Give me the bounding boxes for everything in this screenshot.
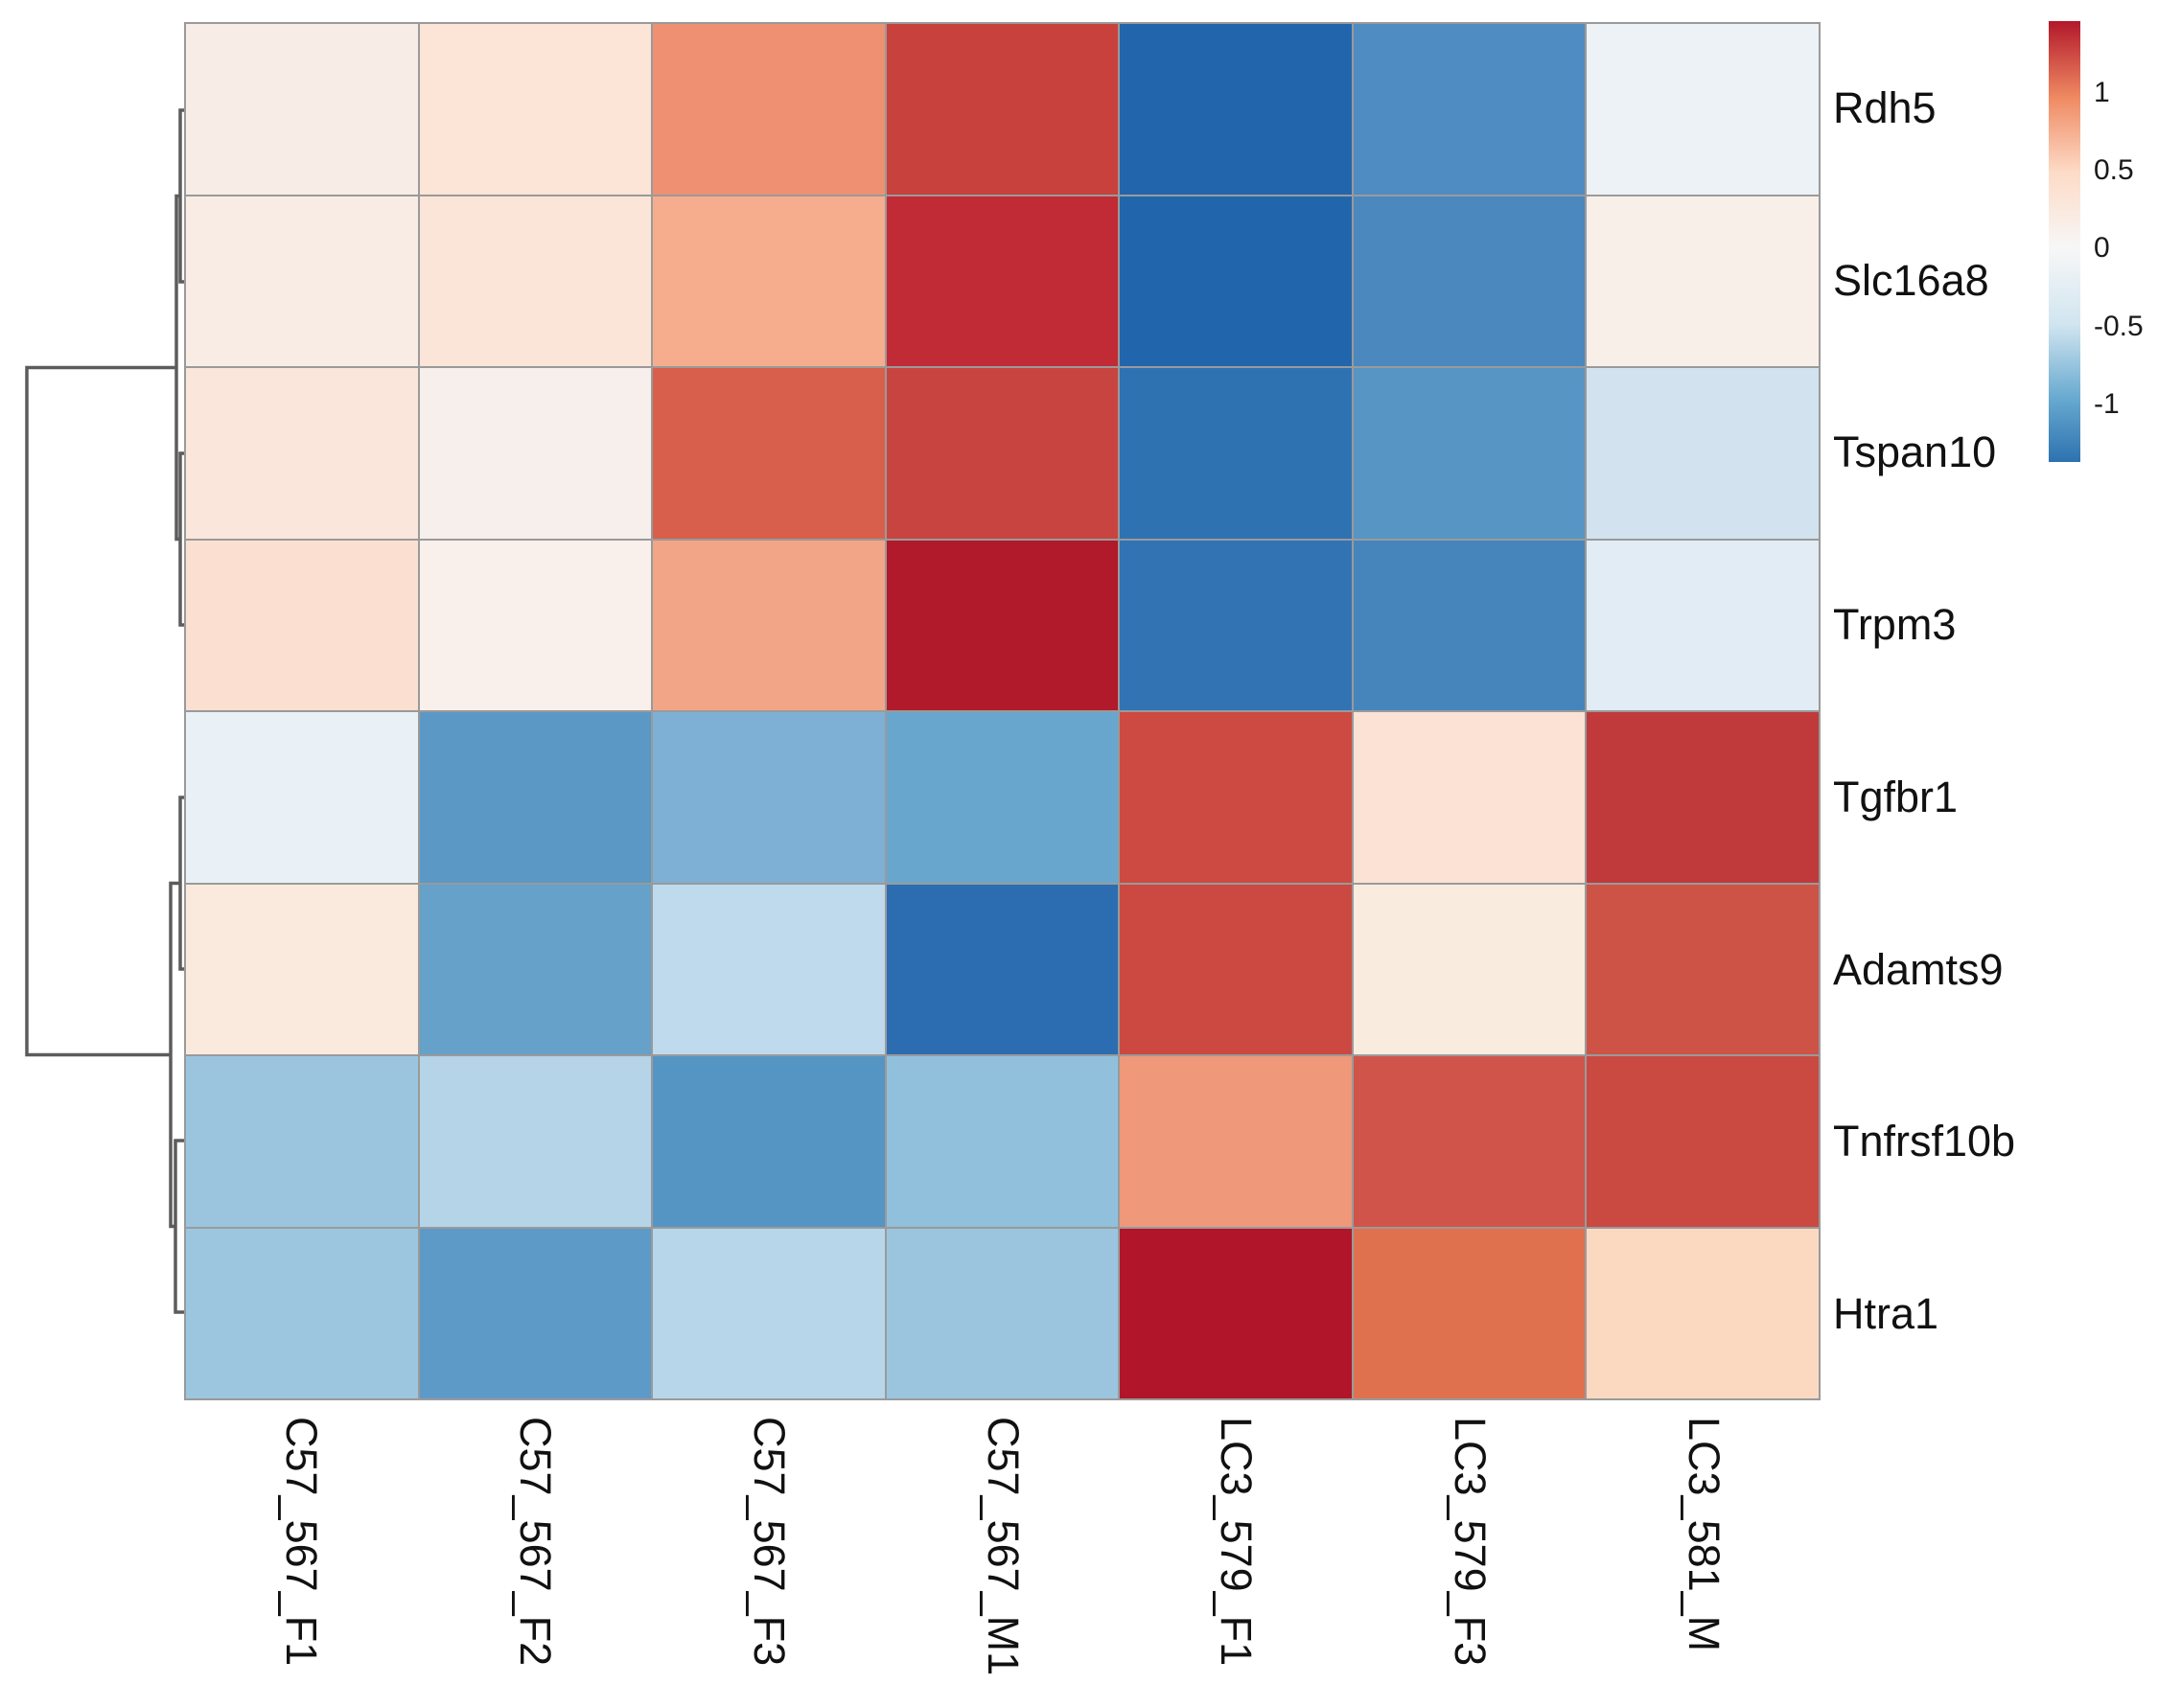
heatmap-cell-Slc16a8-LC3_579_F3 bbox=[1354, 196, 1586, 367]
clustered-heatmap-figure: Rdh5 Slc16a8 Tspan10 Trpm3 Tgfbr1 Adamts9 Tnfr… bbox=[0, 0, 2158, 1708]
heatmap-cell-Htra1-LC3_581_M bbox=[1587, 1229, 1819, 1399]
row-label-Tspan10: Tspan10 bbox=[1833, 428, 1996, 476]
heatmap-cell-Tspan10-LC3_579_F1 bbox=[1120, 368, 1352, 539]
col-label-C57_567_F1: C57_567_F1 bbox=[277, 1417, 325, 1666]
heatmap-cell-Tgfbr1-C57_567_F1 bbox=[186, 712, 418, 883]
colorbar-gradient bbox=[2049, 21, 2080, 462]
heatmap-cell-Trpm3-C57_567_F3 bbox=[653, 541, 885, 711]
col-label-C57_567_F3: C57_567_F3 bbox=[745, 1417, 793, 1666]
heatmap-cell-Trpm3-LC3_581_M bbox=[1587, 541, 1819, 711]
heatmap-cell-Tnfrsf10b-LC3_581_M bbox=[1587, 1056, 1819, 1227]
heatmap-cell-Tspan10-C57_567_F2 bbox=[420, 368, 652, 539]
heatmap-cell-Rdh5-LC3_579_F1 bbox=[1120, 24, 1352, 195]
heatmap-cell-Htra1-C57_567_F1 bbox=[186, 1229, 418, 1399]
heatmap-cell-Trpm3-LC3_579_F3 bbox=[1354, 541, 1586, 711]
heatmap-cell-Htra1-C57_567_F3 bbox=[653, 1229, 885, 1399]
heatmap-cell-Rdh5-C57_567_M1 bbox=[887, 24, 1119, 195]
heatmap-cell-Adamts9-C57_567_M1 bbox=[887, 885, 1119, 1055]
heatmap-cell-Rdh5-LC3_581_M bbox=[1587, 24, 1819, 195]
heatmap-cell-Tspan10-C57_567_F1 bbox=[186, 368, 418, 539]
col-label-LC3_579_F1: LC3_579_F1 bbox=[1212, 1417, 1260, 1666]
dendrogram-branch bbox=[27, 368, 176, 1055]
heatmap-cell-Slc16a8-C57_567_F1 bbox=[186, 196, 418, 367]
heatmap-cell-Tnfrsf10b-LC3_579_F1 bbox=[1120, 1056, 1352, 1227]
heatmap-cell-Adamts9-LC3_581_M bbox=[1587, 885, 1819, 1055]
heatmap-cell-Htra1-LC3_579_F1 bbox=[1120, 1229, 1352, 1399]
col-label-LC3_579_F3: LC3_579_F3 bbox=[1446, 1417, 1494, 1666]
heatmap-cell-Trpm3-C57_567_F1 bbox=[186, 541, 418, 711]
heatmap-cell-Tgfbr1-LC3_579_F3 bbox=[1354, 712, 1586, 883]
heatmap-cell-Tspan10-C57_567_M1 bbox=[887, 368, 1119, 539]
heatmap-cell-Adamts9-LC3_579_F1 bbox=[1120, 885, 1352, 1055]
heatmap-cell-Rdh5-C57_567_F3 bbox=[653, 24, 885, 195]
col-label-C57_567_F2: C57_567_F2 bbox=[511, 1417, 559, 1666]
heatmap-cell-Tgfbr1-LC3_579_F1 bbox=[1120, 712, 1352, 883]
row-label-Rdh5: Rdh5 bbox=[1833, 84, 1937, 132]
heatmap-cell-Tnfrsf10b-C57_567_F1 bbox=[186, 1056, 418, 1227]
row-label-Slc16a8: Slc16a8 bbox=[1833, 257, 1989, 305]
heatmap-cell-Adamts9-C57_567_F3 bbox=[653, 885, 885, 1055]
heatmap-cell-Tgfbr1-C57_567_F3 bbox=[653, 712, 885, 883]
row-label-Htra1: Htra1 bbox=[1833, 1290, 1938, 1338]
row-label-Tnfrsf10b: Tnfrsf10b bbox=[1833, 1118, 2015, 1166]
heatmap-cell-Rdh5-C57_567_F2 bbox=[420, 24, 652, 195]
colorbar-tick-1: 1 bbox=[2094, 73, 2110, 113]
heatmap-cell-Htra1-LC3_579_F3 bbox=[1354, 1229, 1586, 1399]
heatmap-cell-Tspan10-LC3_579_F3 bbox=[1354, 368, 1586, 539]
heatmap-cell-Adamts9-LC3_579_F3 bbox=[1354, 885, 1586, 1055]
heatmap-cell-Tnfrsf10b-C57_567_M1 bbox=[887, 1056, 1119, 1227]
col-label-LC3_581_M: LC3_581_M bbox=[1680, 1417, 1728, 1651]
heatmap-cell-Tgfbr1-C57_567_F2 bbox=[420, 712, 652, 883]
col-label-C57_567_M1: C57_567_M1 bbox=[979, 1417, 1027, 1675]
heatmap-cell-Tgfbr1-LC3_581_M bbox=[1587, 712, 1819, 883]
heatmap-cell-Trpm3-LC3_579_F1 bbox=[1120, 541, 1352, 711]
heatmap-cell-Slc16a8-LC3_581_M bbox=[1587, 196, 1819, 367]
heatmap-cell-Htra1-C57_567_M1 bbox=[887, 1229, 1119, 1399]
heatmap-cell-Rdh5-C57_567_F1 bbox=[186, 24, 418, 195]
heatmap-cell-Tnfrsf10b-LC3_579_F3 bbox=[1354, 1056, 1586, 1227]
heatmap-cell-Adamts9-C57_567_F2 bbox=[420, 885, 652, 1055]
heatmap-cell-Htra1-C57_567_F2 bbox=[420, 1229, 652, 1399]
heatmap-cell-Tnfrsf10b-C57_567_F2 bbox=[420, 1056, 652, 1227]
heatmap-cell-Adamts9-C57_567_F1 bbox=[186, 885, 418, 1055]
heatmap-cell-Tgfbr1-C57_567_M1 bbox=[887, 712, 1119, 883]
heatmap-cell-Rdh5-LC3_579_F3 bbox=[1354, 24, 1586, 195]
colorbar-tick-0.5: 0.5 bbox=[2094, 150, 2134, 191]
colorbar-tick--0.5: -0.5 bbox=[2094, 307, 2144, 347]
heatmap-cell-Tspan10-C57_567_F3 bbox=[653, 368, 885, 539]
heatmap-cell-Tnfrsf10b-C57_567_F3 bbox=[653, 1056, 885, 1227]
heatmap-grid bbox=[184, 22, 1821, 1400]
heatmap-cell-Slc16a8-LC3_579_F1 bbox=[1120, 196, 1352, 367]
heatmap-cell-Tspan10-LC3_581_M bbox=[1587, 368, 1819, 539]
heatmap-cell-Slc16a8-C57_567_M1 bbox=[887, 196, 1119, 367]
colorbar-tick--1: -1 bbox=[2094, 384, 2120, 425]
row-label-Tgfbr1: Tgfbr1 bbox=[1833, 773, 1958, 821]
colorbar-tick-0: 0 bbox=[2094, 228, 2110, 268]
heatmap-cell-Slc16a8-C57_567_F2 bbox=[420, 196, 652, 367]
row-label-Trpm3: Trpm3 bbox=[1833, 601, 1956, 649]
row-label-Adamts9: Adamts9 bbox=[1833, 946, 2004, 994]
heatmap-cell-Trpm3-C57_567_M1 bbox=[887, 541, 1119, 711]
heatmap-cell-Slc16a8-C57_567_F3 bbox=[653, 196, 885, 367]
heatmap-cell-Trpm3-C57_567_F2 bbox=[420, 541, 652, 711]
